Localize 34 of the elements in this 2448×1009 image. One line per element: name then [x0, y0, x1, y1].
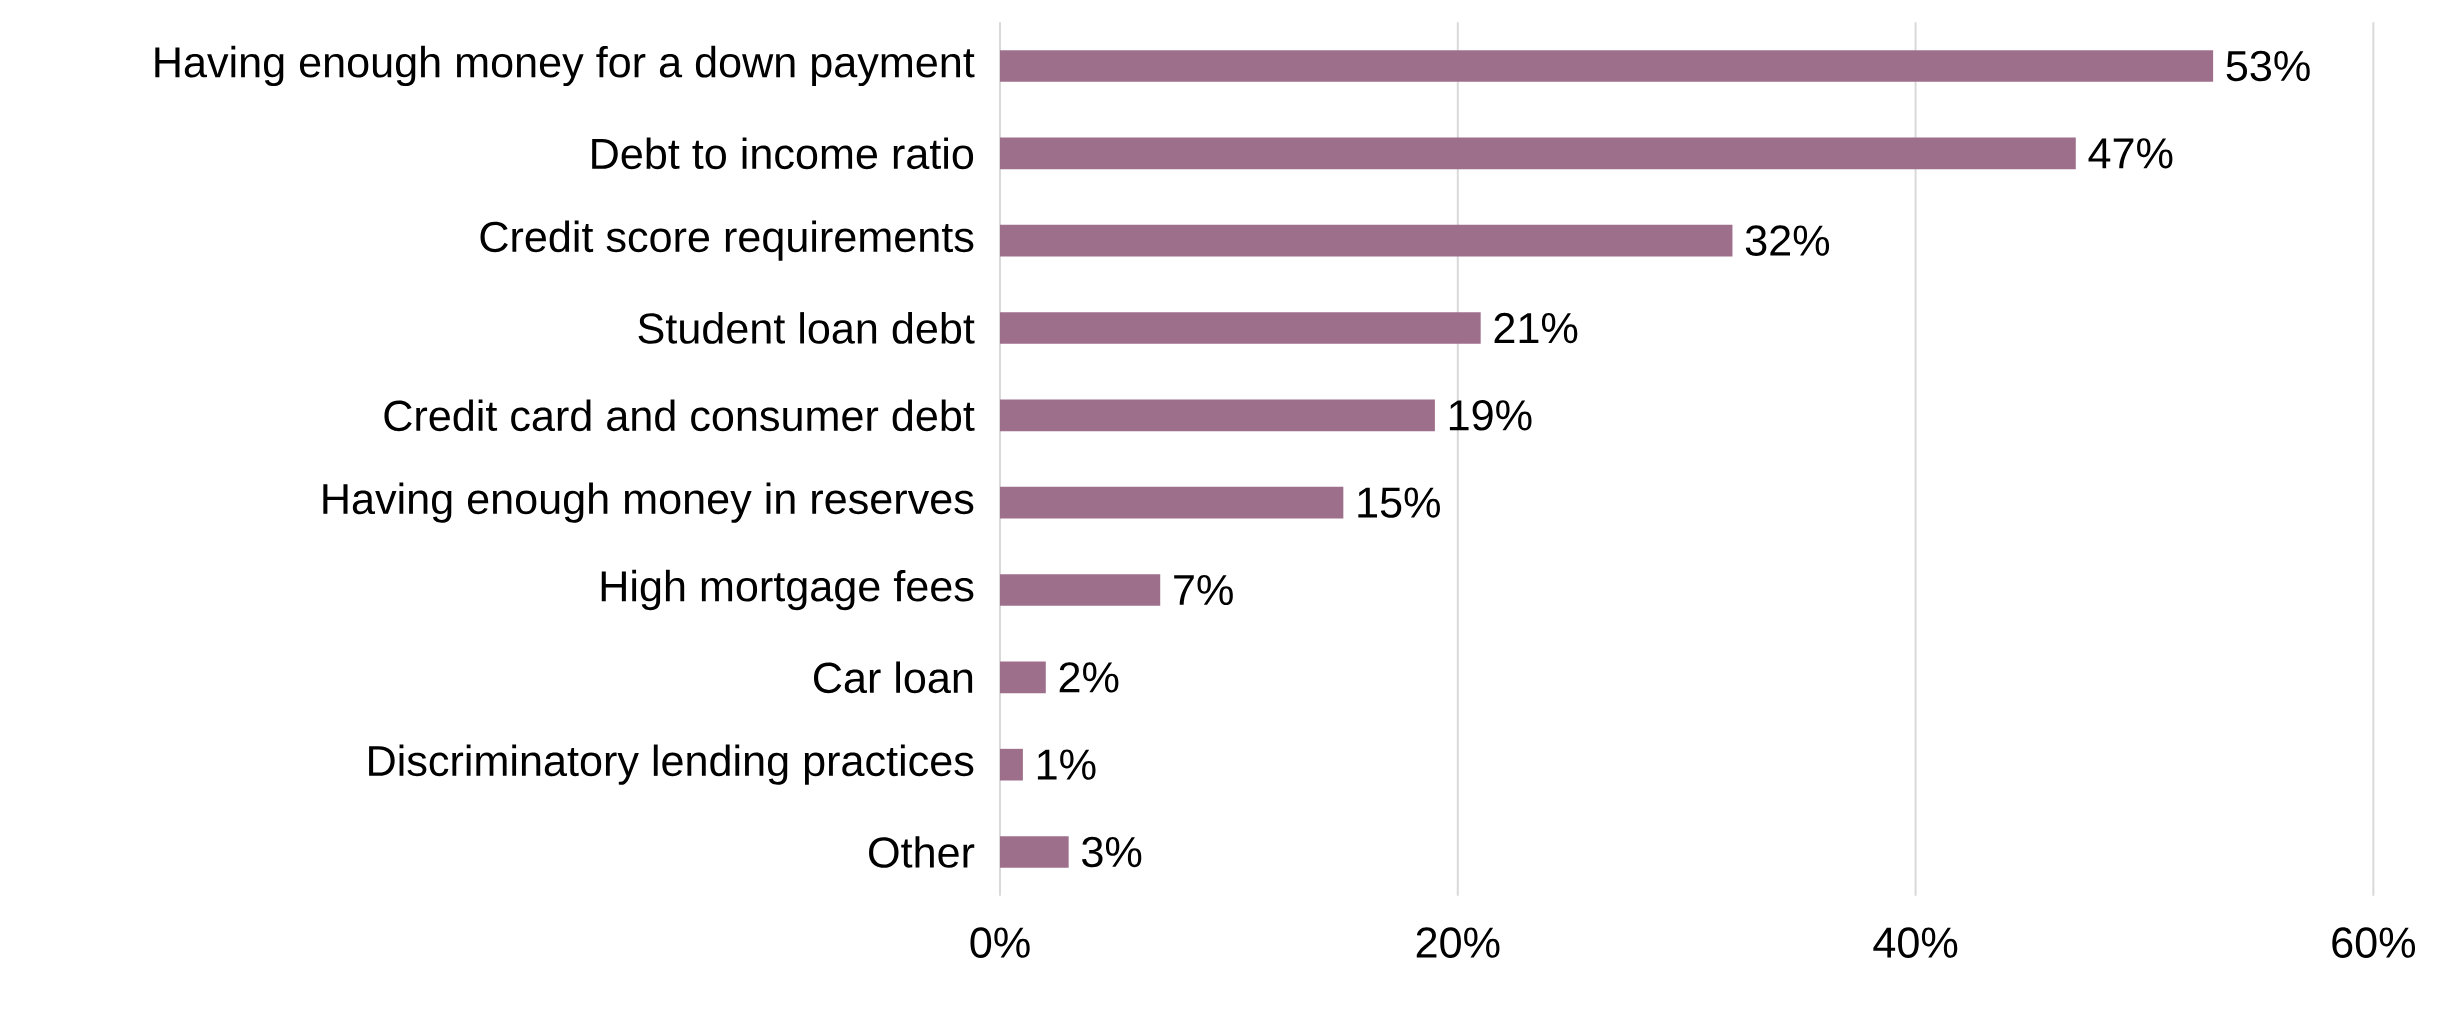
y-tick-label: Debt to income ratio	[592, 137, 974, 170]
data-label: 3%	[1082, 836, 1142, 868]
bar	[1000, 399, 1435, 432]
bar	[1000, 50, 2214, 82]
y-tick-label: Having enough money in reserves	[323, 482, 974, 523]
bar	[1000, 137, 2076, 170]
y-tick-label: Student loan debt	[638, 312, 975, 344]
data-label: 32%	[1745, 225, 1830, 256]
x-tick-label: 40%	[1873, 927, 1958, 958]
bar	[1000, 224, 1733, 257]
bar	[1000, 312, 1481, 344]
bar	[1000, 748, 1023, 781]
x-tick-label: 60%	[2332, 927, 2416, 958]
y-tick-label: Having enough money for a down payment	[155, 45, 975, 87]
data-label: 2%	[1059, 662, 1119, 693]
x-tick-label: 0%	[970, 927, 1030, 958]
data-label: 15%	[1358, 487, 1440, 518]
bar	[1000, 486, 1344, 519]
data-label: 21%	[1494, 312, 1578, 344]
data-label: 53%	[2226, 50, 2310, 82]
y-tick-label: Credit score requirements	[480, 220, 974, 261]
bar	[1000, 661, 1046, 694]
y-tick-label: Discriminatory lending practices	[369, 744, 974, 785]
data-label: 7%	[1174, 574, 1233, 606]
bar	[1000, 574, 1161, 606]
y-tick-label: Credit card and consumer debt	[384, 399, 975, 432]
data-label: 1%	[1037, 749, 1096, 780]
y-tick-label: Other	[869, 836, 975, 868]
data-label: 19%	[1449, 400, 1532, 431]
data-label: 47%	[2088, 138, 2173, 169]
x-tick-label: 20%	[1416, 927, 1500, 958]
y-tick-label: High mortgage fees	[601, 569, 974, 611]
y-tick-label: Car loan	[813, 661, 973, 694]
bar	[1000, 836, 1069, 868]
